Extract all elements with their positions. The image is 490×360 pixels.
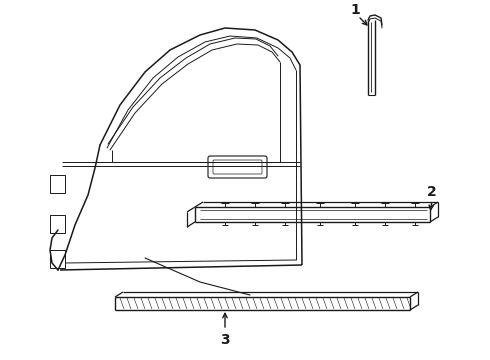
Text: 2: 2	[427, 185, 437, 199]
Text: 3: 3	[220, 333, 230, 347]
Bar	[50, 175, 65, 193]
Bar	[50, 250, 65, 268]
Bar	[50, 215, 65, 233]
Text: 1: 1	[350, 3, 360, 17]
FancyBboxPatch shape	[213, 160, 262, 174]
FancyBboxPatch shape	[208, 156, 267, 178]
